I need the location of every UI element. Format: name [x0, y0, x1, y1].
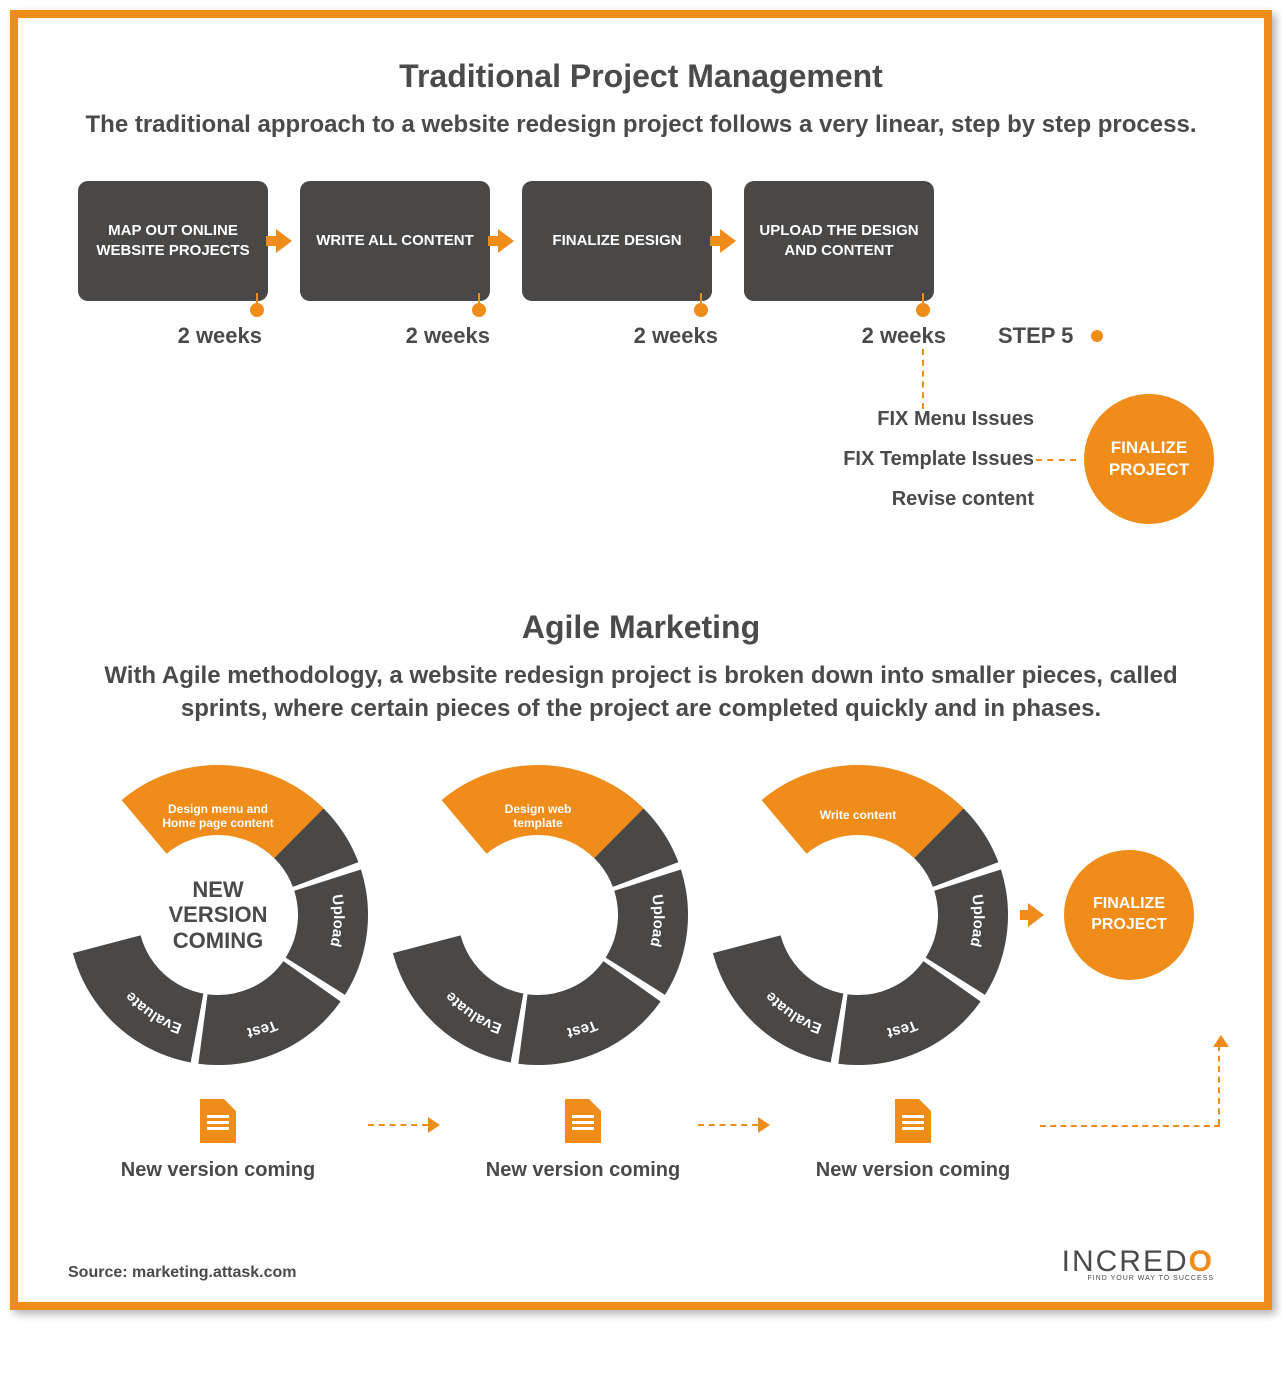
traditional-flow: MAP OUT ONLINE WEBSITE PROJECTS WRITE AL…	[78, 181, 1214, 301]
dashed-arrow-icon	[698, 1117, 770, 1133]
traditional-title: Traditional Project Management	[68, 58, 1214, 95]
fix-item: FIX Menu Issues	[843, 399, 1034, 439]
agile-title: Agile Marketing	[68, 609, 1214, 646]
version-block: New version coming	[468, 1099, 698, 1182]
svg-text:Design menu and: Design menu and	[168, 802, 268, 816]
cycles-row: Upload Test Evaluate Revise Design menu …	[68, 765, 1214, 1065]
dashed-connector-icon	[922, 349, 924, 409]
finalize-circle: FINALIZE PROJECT	[1084, 394, 1214, 524]
infographic-frame: Traditional Project Management The tradi…	[10, 10, 1272, 1310]
logo-accent: O	[1189, 1245, 1214, 1278]
arrow-icon	[276, 229, 292, 253]
document-icon	[200, 1099, 236, 1143]
step-box-4: UPLOAD THE DESIGN AND CONTENT	[744, 181, 934, 301]
sprint-cycle-1: Upload Test Evaluate Revise Design menu …	[68, 765, 368, 1065]
source-text: Source: marketing.attask.com	[68, 1264, 297, 1282]
arrow-icon	[498, 229, 514, 253]
footer: Source: marketing.attask.com INCREDO FIN…	[68, 1245, 1214, 1282]
fix-item: Revise content	[843, 479, 1034, 519]
traditional-description: The traditional approach to a website re…	[68, 109, 1214, 141]
agile-section: Agile Marketing With Agile methodology, …	[68, 609, 1214, 1195]
arrow-icon	[1028, 903, 1044, 927]
duration: 2 weeks	[78, 323, 268, 349]
fix-item: FIX Template Issues	[843, 439, 1034, 479]
agile-description: With Agile methodology, a website redesi…	[68, 660, 1214, 725]
step5-label: STEP 5	[998, 323, 1103, 349]
pin-icon	[472, 303, 486, 317]
version-caption: New version coming	[468, 1159, 698, 1182]
pin-icon	[694, 303, 708, 317]
svg-text:template: template	[513, 816, 563, 830]
svg-text:Home page content: Home page content	[162, 816, 273, 830]
arrow-icon	[720, 229, 736, 253]
durations-row: 2 weeks 2 weeks 2 weeks 2 weeks STEP 5	[78, 323, 1214, 349]
version-caption: New version coming	[798, 1159, 1028, 1182]
version-caption: New version coming	[68, 1159, 368, 1182]
step-box-3: FINALIZE DESIGN	[522, 181, 712, 301]
step-label: FINALIZE DESIGN	[552, 231, 681, 251]
cycle-center-text: NEW VERSION COMING	[143, 877, 293, 953]
finalize-label: FINALIZE PROJECT	[1064, 894, 1194, 936]
step-label: MAP OUT ONLINE WEBSITE PROJECTS	[90, 221, 256, 262]
finalize-circle: FINALIZE PROJECT	[1064, 850, 1194, 980]
step-label: UPLOAD THE DESIGN AND CONTENT	[756, 221, 922, 262]
logo-text: INCRED	[1062, 1245, 1189, 1278]
svg-text:Design web: Design web	[505, 802, 572, 816]
dashed-connector-icon	[1218, 1045, 1220, 1125]
pin-icon	[916, 303, 930, 317]
fix-list: FIX Menu Issues FIX Template Issues Revi…	[843, 399, 1034, 519]
svg-text:Write content: Write content	[820, 808, 896, 822]
dashed-arrow-icon	[368, 1117, 440, 1133]
version-row: New version coming New version coming Ne…	[68, 1085, 1214, 1195]
version-block: New version coming	[798, 1099, 1028, 1182]
sprint-cycle-3: Upload Test Evaluate Revise Write conten…	[708, 765, 1008, 1065]
svg-text:Revise: Revise	[88, 873, 112, 925]
dashed-connector-icon	[1036, 459, 1076, 461]
step-label: WRITE ALL CONTENT	[316, 231, 474, 251]
pin-icon	[250, 303, 264, 317]
svg-text:Revise: Revise	[408, 873, 432, 925]
duration: 2 weeks	[534, 323, 724, 349]
document-icon	[565, 1099, 601, 1143]
duration: 2 weeks	[306, 323, 496, 349]
finalize-label: FINALIZE PROJECT	[1084, 437, 1214, 481]
logo: INCREDO FIND YOUR WAY TO SUCCESS	[1062, 1245, 1214, 1282]
step-box-2: WRITE ALL CONTENT	[300, 181, 490, 301]
step-box-1: MAP OUT ONLINE WEBSITE PROJECTS	[78, 181, 268, 301]
version-block: New version coming	[68, 1099, 368, 1182]
fix-area: FIX Menu Issues FIX Template Issues Revi…	[68, 389, 1214, 529]
dashed-connector-icon	[1040, 1125, 1220, 1127]
sprint-cycle-2: Upload Test Evaluate Revise Design web t…	[388, 765, 688, 1065]
duration: 2 weeks	[762, 323, 952, 349]
dot-icon	[1091, 330, 1103, 342]
document-icon	[895, 1099, 931, 1143]
svg-text:Revise: Revise	[728, 873, 752, 925]
